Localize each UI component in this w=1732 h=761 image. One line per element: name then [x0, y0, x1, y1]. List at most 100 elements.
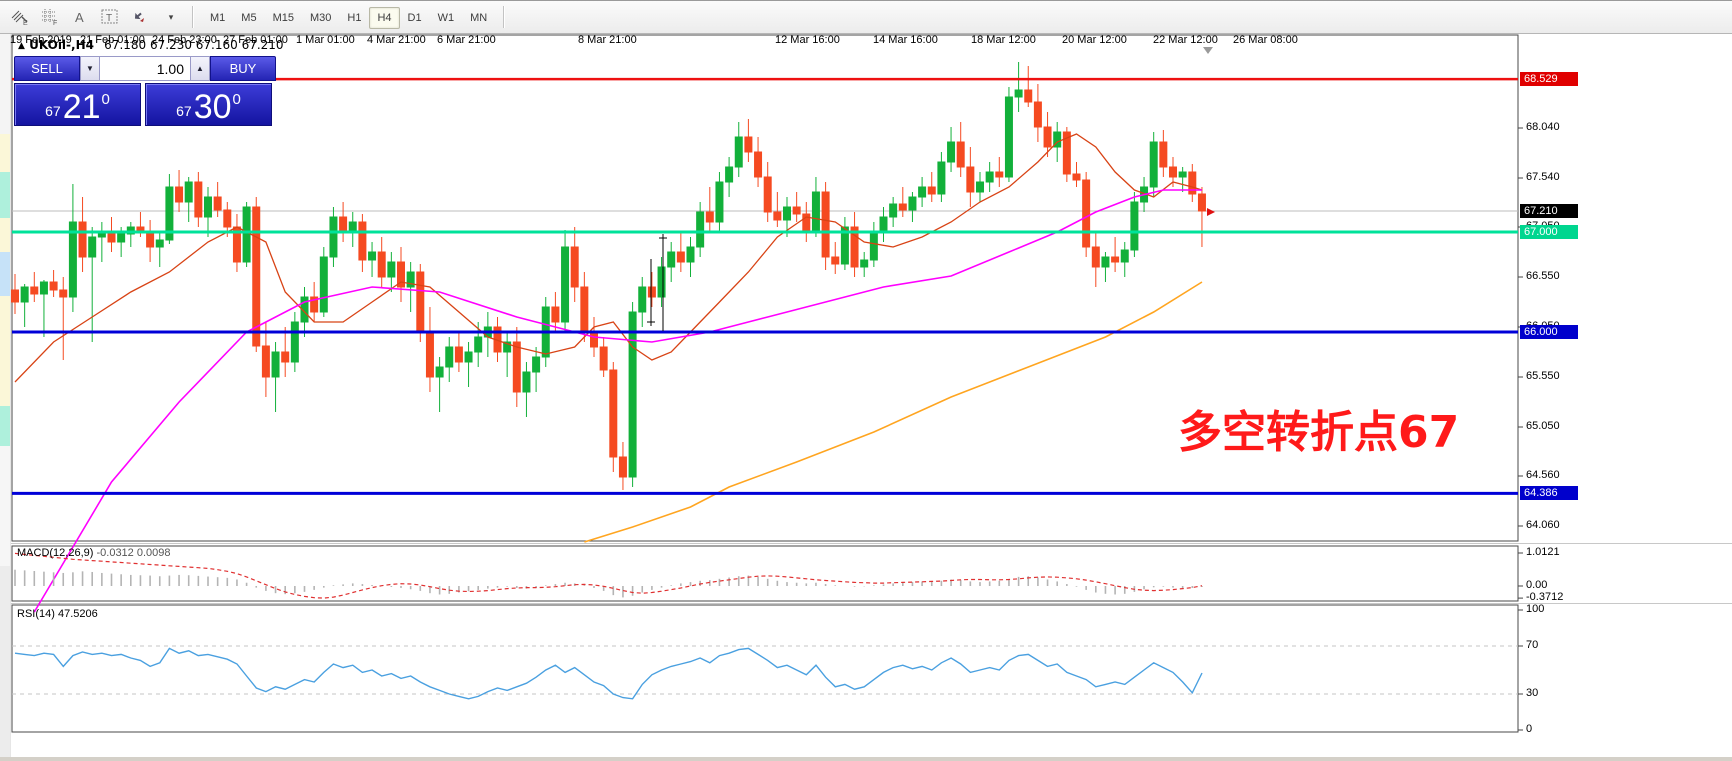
volume-increase-button[interactable]: ▲ [190, 56, 210, 81]
candle-down [194, 181, 203, 218]
candle-down [966, 166, 975, 193]
symbol-title: ▲ UKOil-,H4 67.180 67.230 67.160 67.210 [18, 38, 284, 52]
chart-canvas[interactable] [11, 34, 1732, 757]
candle-up [1178, 171, 1187, 178]
candle-down [705, 211, 714, 223]
arrow-objects-icon[interactable] [126, 4, 154, 30]
date-label: 27 Feb 01:00 [223, 34, 288, 46]
candle-up [667, 251, 676, 268]
candle-up [811, 191, 820, 233]
candle-down [78, 221, 87, 258]
candle-down [310, 296, 319, 313]
date-label: 18 Mar 12:00 [971, 34, 1036, 46]
candle-down [11, 289, 19, 303]
buy-quote-panel[interactable]: 67 30 0 [145, 83, 272, 126]
rsi-tick-label: 0 [1526, 723, 1533, 735]
macd-tick-label: 1.0121 [1526, 546, 1560, 558]
timeframe-button-M5[interactable]: M5 [241, 12, 257, 24]
candle-up [522, 371, 531, 393]
text-frame-icon[interactable]: T [96, 4, 124, 30]
candle-up [657, 266, 666, 298]
measure-tool[interactable] [647, 234, 667, 331]
chart-objects-icon[interactable]: E [6, 4, 34, 30]
price-tick-label: 65.050 [1526, 420, 1560, 432]
macd-panel [11, 545, 1519, 602]
chart-shift-marker-icon [1203, 47, 1213, 54]
candle-down [425, 331, 434, 378]
candle-up [783, 206, 791, 221]
dropdown-caret-icon[interactable]: ▾ [168, 11, 174, 22]
candle-down [1024, 89, 1033, 103]
candle-up [638, 286, 647, 313]
candle-down [1082, 179, 1091, 248]
timeframe-button-W1[interactable]: W1 [437, 12, 455, 24]
timeframe-button-M1[interactable]: M1 [210, 12, 226, 24]
candle-down [512, 341, 521, 393]
timeframe-button-M30[interactable]: M30 [309, 12, 332, 24]
candle-down [358, 221, 367, 261]
candle-up [406, 271, 415, 288]
candle-down [927, 186, 936, 195]
candle-down [1159, 141, 1168, 168]
candle-up [937, 161, 946, 195]
sell-quote-panel[interactable]: 67 21 0 [14, 83, 141, 126]
date-label: 21 Feb 01:00 [80, 34, 145, 46]
candle-up [869, 231, 878, 261]
candle-up [1149, 141, 1158, 188]
timeframe-button-M15[interactable]: M15 [272, 12, 294, 24]
macd-tick-label: -0.3712 [1526, 591, 1564, 604]
candle-down [1062, 131, 1071, 175]
candle-up [532, 356, 541, 373]
rsi-tick-label: 70 [1526, 639, 1539, 651]
candle-down [850, 226, 859, 268]
symbol-name: UKOil-,H4 [29, 38, 94, 52]
candle-up [976, 181, 984, 193]
price-tick-label: 65.550 [1526, 370, 1560, 382]
candle-down [580, 286, 589, 333]
timeframe-group: M1 M5 M15 M30 H1 H4 D1 W1 MN [202, 7, 495, 29]
collapse-marker-icon[interactable]: ▲ [18, 41, 25, 51]
candle-down [1197, 193, 1206, 212]
date-label: 24 Feb 23:00 [152, 34, 217, 46]
candle-up [628, 311, 637, 478]
candle-up [918, 186, 927, 198]
rsi-title: RSI(14) 47.5206 [17, 608, 98, 620]
grid-icon[interactable]: F [36, 4, 64, 30]
candle-up [387, 261, 396, 278]
candle-up [715, 181, 724, 223]
candle-up [474, 336, 483, 353]
background-window-sliver [0, 34, 12, 761]
date-label: 20 Mar 12:00 [1062, 34, 1127, 46]
volume-input[interactable]: 1.00 [100, 56, 190, 81]
rsi-panel [11, 604, 1519, 733]
macd-signal-line [14, 552, 1203, 599]
one-click-trade-panel: SELL ▼ 1.00 ▲ BUY 67 21 0 67 30 0 [14, 56, 276, 126]
candle-down [1043, 126, 1052, 148]
candle-down [831, 256, 840, 265]
candle-down [609, 369, 618, 458]
candle-up [561, 246, 570, 323]
candle-up [155, 239, 164, 248]
timeframe-button-H4[interactable]: H4 [369, 7, 400, 29]
candle-up [39, 281, 48, 295]
candle-up [319, 256, 328, 313]
candle-up [435, 366, 444, 378]
volume-decrease-button[interactable]: ▼ [80, 56, 100, 81]
rsi-line [14, 647, 1203, 700]
timeframe-button-H1[interactable]: H1 [347, 12, 362, 24]
candle-up [290, 321, 299, 363]
timeframe-button-MN[interactable]: MN [470, 12, 488, 24]
candle-down [763, 176, 772, 213]
sell-button[interactable]: SELL [14, 56, 80, 81]
price-tick-label: 64.560 [1526, 469, 1560, 481]
candle-down [995, 171, 1004, 178]
timeframe-button-D1[interactable]: D1 [407, 12, 422, 24]
candle-down [261, 345, 270, 378]
buy-button[interactable]: BUY [210, 56, 276, 81]
date-label: 14 Mar 16:00 [873, 34, 938, 46]
candle-up [165, 186, 174, 241]
toolbar-separator [192, 6, 194, 28]
text-label-icon[interactable]: A [66, 4, 94, 30]
candle-up [204, 196, 212, 218]
svg-text:A: A [75, 10, 84, 25]
